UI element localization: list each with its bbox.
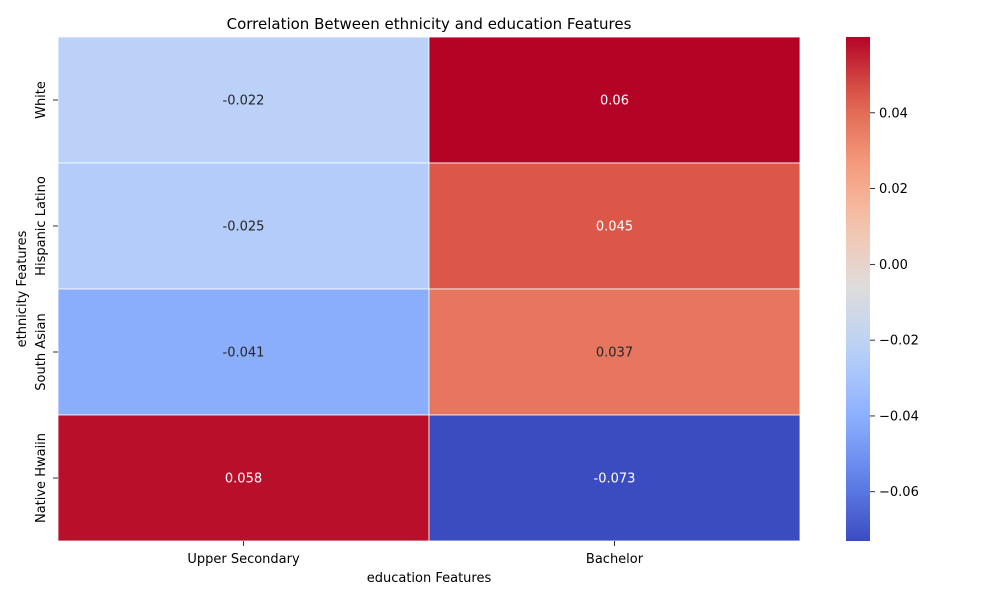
x-tick-label: Bachelor	[586, 552, 644, 567]
y-tick-label: Hispanic Latino	[34, 176, 49, 276]
cell-value-label: 0.058	[225, 472, 262, 487]
cell-value-label: 0.06	[600, 94, 629, 109]
heatmap-cell	[428, 414, 801, 542]
cell-value-label: 0.045	[596, 220, 633, 235]
y-axis-label: ethnicity Features	[15, 230, 30, 347]
colorbar-tick-label: −0.02	[879, 334, 919, 349]
x-tick-label: Upper Secondary	[187, 552, 300, 567]
cell-value-label: -0.022	[223, 94, 265, 109]
colorbar	[846, 37, 870, 541]
heatmap-cell	[57, 162, 430, 290]
colorbar-tick-label: 0.00	[879, 258, 908, 273]
heatmap-cell	[57, 414, 430, 542]
heatmap-cell	[428, 36, 801, 164]
x-axis-ticks: Upper Secondary Bachelor	[187, 541, 644, 567]
cell-value-label: -0.073	[594, 472, 636, 487]
cell-value-label: -0.041	[223, 346, 265, 361]
chart-title: Correlation Between ethnicity and educat…	[227, 15, 632, 33]
y-tick-label: South Asian	[34, 313, 49, 390]
cell-value-label: 0.037	[596, 346, 633, 361]
heatmap-cell	[57, 288, 430, 416]
colorbar-tick-label: −0.06	[879, 485, 919, 500]
heatmap-cell	[57, 36, 430, 164]
heatmap-cells: -0.022 0.06 -0.025 0.045 -0.041 0.037 0.058 -0.…	[57, 36, 801, 542]
colorbar-ticks: 0.04 0.02 0.00 −0.02 −0.04 −0.06	[870, 106, 919, 500]
colorbar-tick-label: 0.02	[879, 182, 908, 197]
y-tick-label: White	[34, 81, 49, 119]
heatmap-cell	[428, 162, 801, 290]
heatmap-cell	[428, 288, 801, 416]
y-tick-label: Native Hwaiin	[34, 433, 49, 523]
x-axis-label: education Features	[367, 571, 492, 586]
y-axis-ticks: White Hispanic Latino South Asian Native Hw…	[34, 81, 58, 523]
colorbar-tick-label: −0.04	[879, 409, 919, 424]
cell-value-label: -0.025	[223, 220, 265, 235]
colorbar-tick-label: 0.04	[879, 106, 908, 121]
